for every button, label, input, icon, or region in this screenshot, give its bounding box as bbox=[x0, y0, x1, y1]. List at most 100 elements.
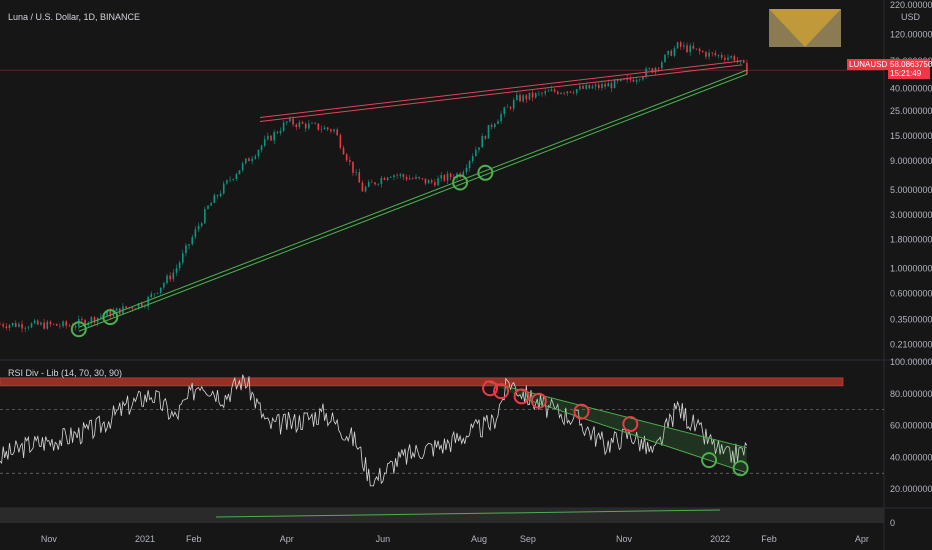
candle bbox=[304, 123, 307, 129]
candle bbox=[733, 56, 736, 61]
candle bbox=[18, 323, 20, 327]
candle bbox=[81, 319, 83, 321]
candle bbox=[642, 76, 644, 80]
candle bbox=[503, 107, 506, 114]
candle bbox=[311, 123, 313, 124]
channel-touch-marker bbox=[701, 452, 718, 469]
price-tick-label: 40.0000000 bbox=[890, 83, 932, 93]
candle bbox=[349, 160, 351, 162]
countdown: 15:21:49 bbox=[890, 69, 922, 78]
resistance-trendline bbox=[259, 64, 743, 122]
candle bbox=[276, 131, 279, 133]
candle bbox=[613, 79, 616, 89]
divergence-channel bbox=[485, 381, 747, 473]
price-tick-label: 5.0000000 bbox=[890, 185, 932, 195]
candle bbox=[62, 321, 64, 327]
candle bbox=[623, 79, 625, 80]
currency-label: USD bbox=[901, 12, 921, 22]
price-tag: LUNAUSD bbox=[847, 59, 891, 70]
candle bbox=[377, 184, 379, 185]
candle bbox=[522, 95, 524, 102]
candle bbox=[399, 174, 402, 176]
price-tick-label: 0.6000000 bbox=[890, 288, 932, 298]
candle bbox=[285, 121, 288, 123]
support-touch-marker bbox=[70, 321, 87, 338]
candle bbox=[692, 45, 695, 49]
candle bbox=[475, 149, 477, 157]
price-tick-label: 3.0000000 bbox=[890, 210, 932, 220]
bearish-divergence-marker bbox=[530, 392, 547, 409]
candle bbox=[169, 275, 171, 280]
candle bbox=[610, 83, 613, 89]
candle bbox=[497, 121, 499, 124]
candle bbox=[345, 154, 348, 161]
candle bbox=[686, 45, 688, 53]
candle bbox=[308, 123, 310, 129]
candle bbox=[210, 202, 212, 206]
candle bbox=[232, 179, 235, 180]
candle bbox=[166, 275, 168, 284]
time-tick-label: 2022 bbox=[710, 534, 730, 544]
divergence-line bbox=[485, 380, 748, 449]
candle bbox=[591, 86, 594, 89]
candle bbox=[125, 306, 127, 309]
candle bbox=[216, 195, 219, 197]
candle bbox=[408, 178, 411, 180]
candle bbox=[238, 170, 241, 175]
candle bbox=[323, 127, 326, 130]
candle bbox=[295, 124, 298, 128]
time-tick-label: Apr bbox=[855, 534, 869, 544]
candle bbox=[465, 167, 468, 173]
candle bbox=[52, 323, 55, 325]
candle bbox=[566, 91, 569, 94]
candle bbox=[144, 306, 146, 308]
candle bbox=[185, 245, 187, 254]
time-tick-label: Apr bbox=[280, 534, 294, 544]
candle bbox=[673, 48, 676, 56]
candle bbox=[5, 326, 8, 328]
candle bbox=[226, 180, 228, 184]
candle bbox=[585, 84, 587, 89]
price-tick-label: 25.0000000 bbox=[890, 106, 932, 116]
candle bbox=[626, 78, 628, 80]
candle bbox=[11, 322, 14, 326]
candle bbox=[248, 158, 250, 162]
candle bbox=[389, 177, 392, 178]
candle bbox=[380, 177, 383, 185]
candle bbox=[632, 79, 635, 82]
candle bbox=[421, 178, 424, 179]
candle bbox=[500, 113, 502, 122]
candle bbox=[670, 50, 673, 56]
time-tick-label: Feb bbox=[186, 534, 202, 544]
candle bbox=[74, 326, 77, 328]
candle bbox=[241, 163, 244, 171]
candle bbox=[525, 95, 528, 100]
candle bbox=[383, 177, 386, 180]
candle bbox=[257, 150, 260, 157]
candle bbox=[538, 92, 540, 94]
volume-tick-label: 0 bbox=[890, 518, 895, 528]
channel-touch-marker bbox=[732, 460, 749, 477]
candle bbox=[516, 95, 518, 100]
volume-trendline bbox=[215, 509, 721, 518]
candle bbox=[427, 180, 430, 184]
candle bbox=[601, 83, 603, 88]
candle bbox=[2, 324, 4, 327]
candle bbox=[93, 317, 96, 323]
candle bbox=[260, 145, 263, 151]
candle bbox=[679, 42, 682, 47]
candle bbox=[430, 180, 433, 183]
candle bbox=[254, 156, 257, 159]
candle bbox=[484, 135, 487, 139]
candle bbox=[27, 327, 30, 329]
candle bbox=[289, 118, 291, 122]
candle bbox=[109, 310, 112, 317]
candle bbox=[730, 56, 732, 58]
candle bbox=[24, 327, 27, 329]
candle bbox=[65, 321, 67, 326]
candle bbox=[159, 287, 162, 293]
support-touch-marker bbox=[477, 164, 494, 181]
candle bbox=[100, 316, 102, 318]
price-tick-label: 1.8000000 bbox=[890, 235, 932, 245]
candle bbox=[90, 317, 93, 323]
